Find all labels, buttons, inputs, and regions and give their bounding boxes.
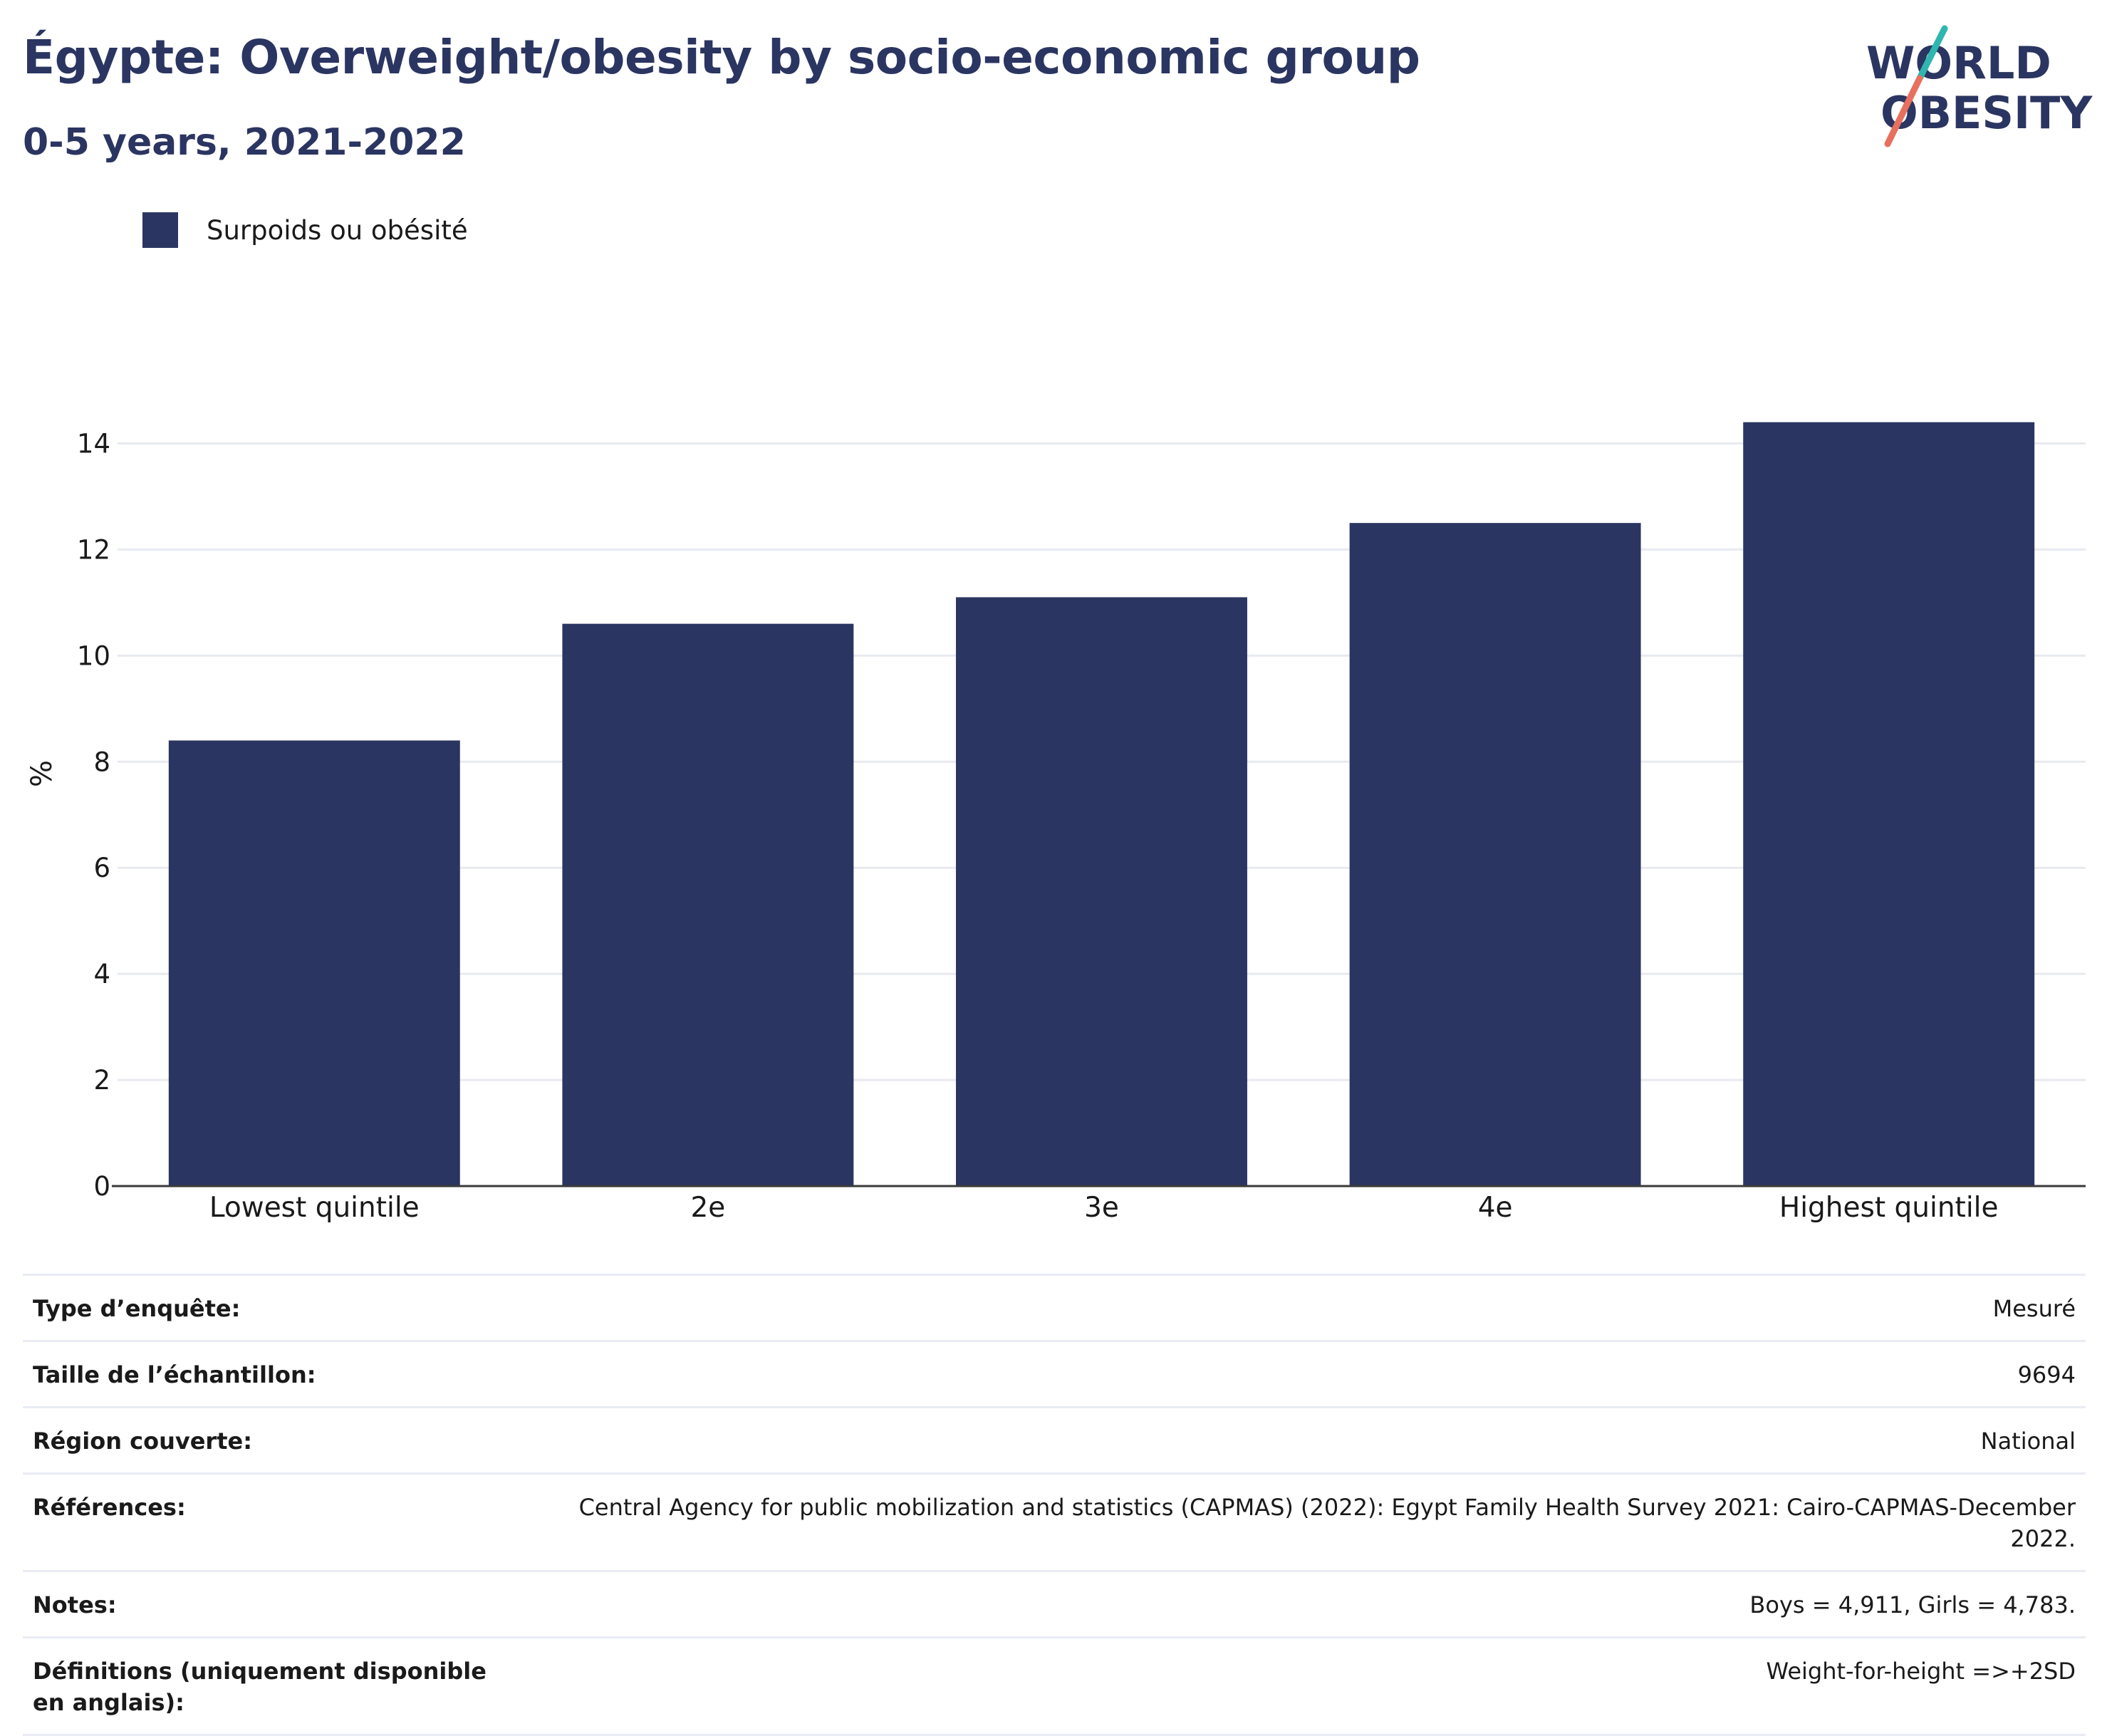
- x-tick-label: 3e: [1084, 1192, 1119, 1224]
- world-obesity-logo: WORLD OBESITY: [1866, 25, 2093, 147]
- info-row: Définitions (uniquement disponible en an…: [23, 1636, 2086, 1736]
- logo-slash-coral: [1884, 75, 1923, 147]
- info-value: National: [1980, 1428, 2076, 1455]
- y-tick-label: 0: [93, 1171, 110, 1202]
- y-tick-label: 8: [93, 747, 110, 777]
- bar-3: [956, 597, 1247, 1186]
- y-tick-label: 10: [77, 640, 110, 671]
- bar-1: [168, 740, 460, 1186]
- y-tick-label: 6: [93, 853, 110, 883]
- info-row: Région couverte: National: [23, 1406, 2086, 1472]
- chart-subtitle: 0-5 years, 2021-2022: [23, 121, 466, 164]
- info-table: Type d’enquête: Mesuré Taille de l’échanti…: [23, 1274, 2086, 1736]
- y-tick-label: 12: [77, 534, 110, 565]
- bar-2: [562, 623, 854, 1186]
- legend: Surpoids ou obésité: [142, 212, 468, 248]
- y-axis-label: %: [26, 760, 58, 787]
- info-row: Type d’enquête: Mesuré: [23, 1274, 2086, 1340]
- logo-slash-teal: [1916, 25, 1948, 82]
- info-value: Central Agency for public mobilization a…: [578, 1494, 2076, 1552]
- x-tick-label: 4e: [1478, 1192, 1513, 1224]
- logo-text-world: WORLD: [1866, 37, 2051, 89]
- chart-title: Égypte: Overweight/obesity by socio-econ…: [23, 30, 1420, 85]
- x-tick-label: Lowest quintile: [209, 1192, 420, 1224]
- info-value: Boys = 4,911, Girls = 4,783.: [1749, 1591, 2076, 1618]
- info-key: Références:: [33, 1494, 186, 1521]
- info-value: Mesuré: [1992, 1295, 2076, 1322]
- info-key: Région couverte:: [33, 1428, 252, 1455]
- info-row: Taille de l’échantillon: 9694: [23, 1340, 2086, 1406]
- y-tick-label: 4: [93, 959, 110, 989]
- info-row: Notes: Boys = 4,911, Girls = 4,783.: [23, 1570, 2086, 1636]
- info-key: Type d’enquête:: [33, 1295, 241, 1322]
- bar-chart: 0 2 4 6 8 10 12 14 Lowest quintile 2e 3e 4e Highest …: [26, 422, 2086, 1224]
- bar-5: [1743, 422, 2035, 1187]
- bar-4: [1349, 523, 1641, 1186]
- info-value: 9694: [2017, 1361, 2076, 1388]
- legend-swatch: [142, 212, 178, 248]
- x-tick-label: Highest quintile: [1779, 1192, 1999, 1224]
- x-tick-label: 2e: [690, 1192, 725, 1224]
- legend-label: Surpoids ou obésité: [207, 214, 468, 246]
- info-value: Weight-for-height =>+2SD: [1766, 1658, 2076, 1685]
- info-key: Notes:: [33, 1591, 117, 1618]
- logo-text-obesity: OBESITY: [1880, 87, 2093, 139]
- info-key: Définitions (uniquement disponible en an…: [33, 1658, 487, 1716]
- info-key: Taille de l’échantillon:: [33, 1361, 316, 1388]
- info-row: Références: Central Agency for public mob…: [23, 1472, 2086, 1570]
- y-tick-label: 14: [77, 428, 110, 459]
- y-tick-label: 2: [93, 1065, 110, 1096]
